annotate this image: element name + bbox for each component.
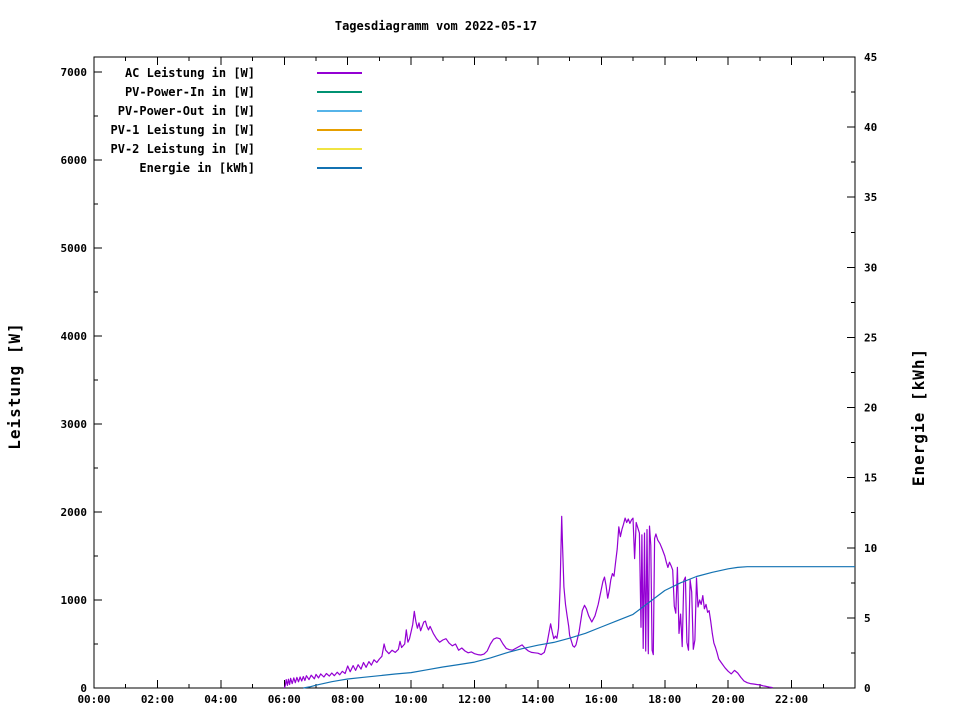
y-right-tick-label: 35	[864, 191, 877, 204]
x-tick-label: 02:00	[141, 693, 174, 706]
x-tick-label: 22:00	[775, 693, 808, 706]
x-tick-label: 12:00	[458, 693, 491, 706]
y-left-tick-label: 0	[80, 682, 87, 695]
legend-item: PV-Power-Out in [W]	[94, 101, 362, 120]
legend-line-sample	[317, 147, 362, 150]
legend-label: PV-2 Leistung in [W]	[110, 141, 256, 156]
legend-item: PV-Power-In in [W]	[94, 82, 362, 101]
y-left-tick-label: 2000	[61, 506, 88, 519]
legend: AC Leistung in [W] PV-Power-In in [W] PV-P…	[94, 63, 362, 177]
y-left-tick-label: 3000	[61, 418, 88, 431]
legend-line-sample	[317, 71, 362, 74]
legend-item: Energie in [kWh]	[94, 158, 362, 177]
y-left-tick-label: 5000	[61, 242, 88, 255]
x-tick-label: 00:00	[77, 693, 110, 706]
y-left-tick-label: 6000	[61, 154, 88, 167]
y-right-tick-label: 30	[864, 261, 877, 274]
legend-line-sample	[317, 109, 362, 112]
series-line-energie	[303, 566, 855, 689]
legend-line-sample	[317, 128, 362, 131]
legend-label: AC Leistung in [W]	[124, 65, 255, 80]
chart-title: Tagesdiagramm vom 2022-05-17	[334, 19, 538, 33]
y-right-tick-label: 45	[864, 51, 877, 64]
series-line-ac-leistung	[283, 515, 773, 689]
y-right-tick-label: 40	[864, 121, 877, 134]
legend-label: PV-Power-In in [W]	[124, 84, 255, 99]
x-tick-label: 04:00	[204, 693, 237, 706]
y-right-tick-label: 25	[864, 331, 877, 344]
x-tick-label: 08:00	[331, 693, 364, 706]
legend-line-sample	[317, 166, 362, 169]
x-tick-label: 10:00	[395, 693, 428, 706]
legend-item: PV-1 Leistung in [W]	[94, 120, 362, 139]
legend-label: Energie in [kWh]	[139, 160, 255, 175]
x-tick-label: 14:00	[521, 693, 554, 706]
y-left-tick-label: 4000	[61, 330, 88, 343]
x-tick-label: 18:00	[648, 693, 681, 706]
x-tick-label: 06:00	[268, 693, 301, 706]
y-left-tick-label: 1000	[61, 594, 88, 607]
legend-label: PV-Power-Out in [W]	[117, 103, 255, 118]
y-right-tick-label: 15	[864, 472, 877, 485]
legend-item: AC Leistung in [W]	[94, 63, 362, 82]
y-right-tick-label: 10	[864, 542, 877, 555]
x-tick-label: 20:00	[712, 693, 745, 706]
y-right-tick-label: 5	[864, 612, 871, 625]
legend-label: PV-1 Leistung in [W]	[110, 122, 256, 137]
legend-line-sample	[317, 90, 362, 93]
x-tick-label: 16:00	[585, 693, 618, 706]
y-right-tick-label: 20	[864, 402, 877, 415]
y-left-tick-label: 7000	[61, 66, 88, 79]
y-right-tick-label: 0	[864, 682, 871, 695]
legend-item: PV-2 Leistung in [W]	[94, 139, 362, 158]
